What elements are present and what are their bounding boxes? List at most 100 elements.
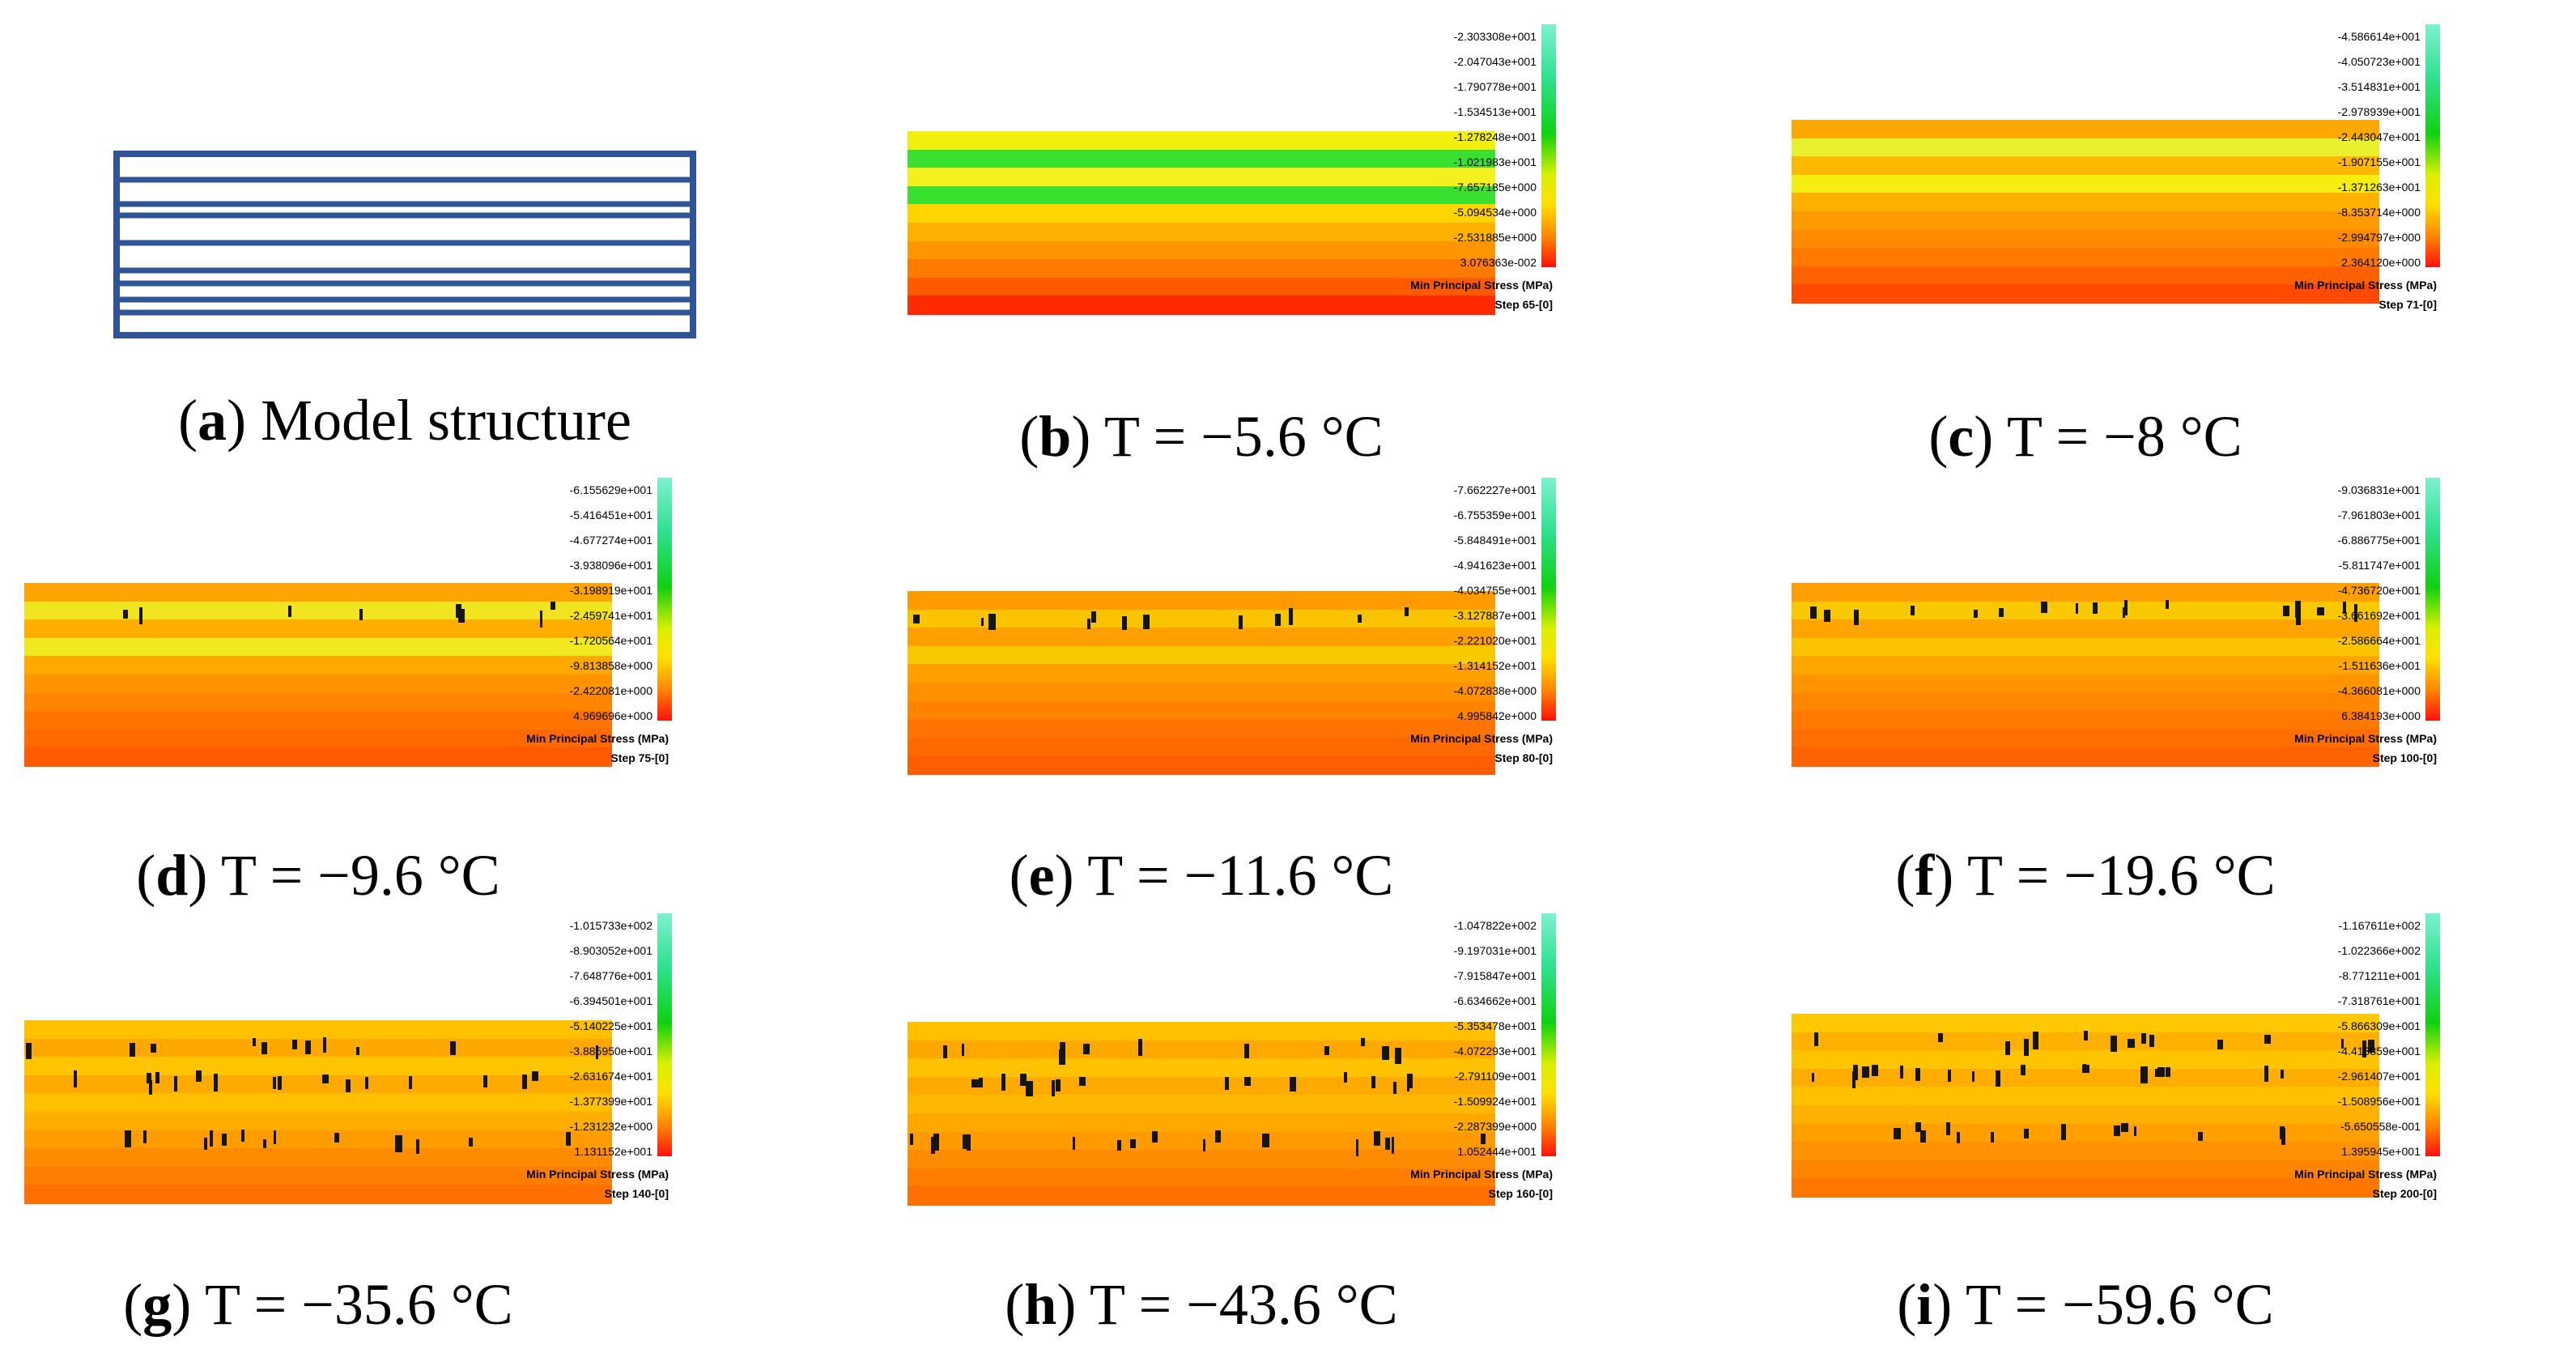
caption-text: T = −59.6 °C: [1965, 1272, 2274, 1337]
scale-tick-label: -1.508956e+001: [2337, 1095, 2421, 1108]
caption-d: (d) T = −9.6 °C: [136, 843, 500, 908]
caption-letter: b: [1039, 404, 1072, 469]
scale-tick-label: -1.022366e+002: [2337, 944, 2421, 957]
stress-band: [1792, 1160, 2379, 1179]
stress-band: [24, 1093, 612, 1113]
scale-tick-label: 1.131152e+001: [574, 1145, 653, 1158]
crack-mark: [2134, 1126, 2136, 1136]
crack-mark: [323, 1037, 326, 1053]
crack-mark: [979, 1078, 983, 1087]
scale-tick-label: -1.314152e+001: [1453, 659, 1537, 672]
crack-mark: [1130, 1139, 1136, 1148]
caption-text: T = −35.6 °C: [204, 1272, 513, 1337]
stress-band: [24, 1057, 612, 1076]
crack-mark: [2024, 1129, 2029, 1138]
stress-band: [1792, 230, 2379, 249]
crack-mark: [458, 609, 465, 623]
crack-mark: [2114, 1126, 2120, 1136]
stress-band: [908, 1095, 1495, 1114]
crack-mark: [1814, 1032, 1818, 1046]
scale-tick-label: -5.811747e+001: [2338, 559, 2421, 572]
crack-mark: [967, 1134, 971, 1151]
stress-band: [1792, 193, 2379, 212]
scale-tick-label: 4.969696e+000: [573, 709, 653, 722]
legend-title: Min Principal Stress (MPa): [1410, 732, 1553, 745]
stress-band: [24, 602, 612, 620]
crack-mark: [222, 1134, 227, 1146]
crack-mark: [1356, 1139, 1358, 1156]
crack-mark: [1996, 1070, 2000, 1087]
legend-title: Min Principal Stress (MPa): [526, 1168, 669, 1181]
crack-mark: [2076, 603, 2078, 614]
crack-mark: [2354, 604, 2357, 622]
crack-mark: [274, 1130, 276, 1144]
stress-band: [24, 1185, 612, 1204]
caption-e: (e) T = −11.6 °C: [1009, 843, 1394, 908]
crack-mark: [469, 1138, 473, 1147]
crack-mark: [1991, 1132, 1994, 1143]
crack-mark: [483, 1075, 487, 1087]
stress-band: [908, 610, 1495, 628]
scale-tick-label: -2.531885e+000: [1453, 231, 1537, 244]
crack-mark: [1407, 1074, 1413, 1088]
crack-mark: [596, 1045, 598, 1059]
crack-mark: [1060, 1042, 1065, 1051]
crack-mark: [1225, 1077, 1229, 1090]
stress-band: [908, 664, 1495, 683]
stress-band: [24, 1167, 612, 1185]
crack-mark: [1239, 615, 1243, 629]
stress-band: [1792, 138, 2379, 157]
color-scale-legend: -1.047822e+002 -9.197031e+001 -7.915847e+0…: [1379, 913, 1574, 1205]
scale-tick-label: -1.509924e+001: [1453, 1095, 1537, 1108]
crack-mark: [26, 1043, 32, 1059]
scale-tick-label: -9.197031e+001: [1453, 944, 1537, 957]
crack-mark: [1948, 1070, 1951, 1082]
stress-band: [24, 619, 612, 639]
scale-tick-label: -5.848491e+001: [1453, 534, 1537, 547]
model-layer-lines: [117, 177, 693, 316]
crack-mark: [1393, 1082, 1396, 1094]
scale-tick-label: -7.915847e+001: [1453, 969, 1537, 982]
crack-mark: [1262, 1134, 1269, 1147]
crack-mark: [522, 1075, 527, 1089]
stress-band: [24, 656, 612, 675]
crack-mark: [1392, 1137, 1394, 1154]
caption-h: (h) T = −43.6 °C: [1005, 1272, 1398, 1337]
scale-tick-label: 4.995842e+000: [1457, 709, 1537, 722]
scale-tick-label: -2.221020e+001: [1453, 634, 1537, 647]
caption-text: T = −9.6 °C: [221, 843, 500, 908]
color-scale-legend: -2.303308e+001 -2.047043e+001 -1.790778e+0…: [1379, 24, 1574, 316]
stress-contour-plot: [1792, 583, 2379, 767]
crack-mark: [2198, 1132, 2203, 1141]
crack-mark: [149, 1080, 152, 1095]
crack-mark: [1824, 610, 1830, 622]
crack-mark: [1385, 1138, 1390, 1150]
stress-band: [908, 1168, 1495, 1187]
crack-mark: [214, 1074, 218, 1092]
crack-mark: [1083, 1044, 1090, 1054]
scale-tick-label: -3.127887e+001: [1453, 609, 1537, 622]
crack-mark: [1152, 1131, 1158, 1143]
stress-band: [1792, 674, 2379, 694]
crack-mark: [151, 1044, 156, 1053]
scale-tick-label: -2.303308e+001: [1453, 30, 1537, 43]
scale-tick-label: -4.034755e+001: [1453, 584, 1537, 597]
scale-tick-label: -3.198919e+001: [569, 584, 653, 597]
scale-tick-label: -4.736720e+001: [2337, 584, 2421, 597]
crack-mark: [1972, 1071, 1975, 1082]
crack-mark: [981, 618, 984, 626]
legend-step: Step 65-[0]: [1494, 298, 1553, 311]
crack-mark: [532, 1071, 538, 1081]
scale-tick-label: -3.514831e+001: [2337, 80, 2421, 93]
crack-mark: [1812, 1073, 1814, 1082]
crack-mark: [2317, 607, 2324, 615]
legend-step: Step 80-[0]: [1494, 751, 1553, 764]
scale-tick-label: -2.961407e+001: [2337, 1070, 2421, 1083]
scale-tick-label: -1.278248e+001: [1453, 130, 1537, 143]
stress-contour-plot: [908, 131, 1495, 315]
scale-tick-label: -8.353714e+000: [2337, 206, 2421, 219]
scale-tick-label: -6.634662e+001: [1453, 994, 1537, 1007]
crack-mark: [130, 1043, 135, 1057]
legend-title: Min Principal Stress (MPa): [1410, 1168, 1553, 1181]
caption-letter: g: [142, 1272, 172, 1337]
